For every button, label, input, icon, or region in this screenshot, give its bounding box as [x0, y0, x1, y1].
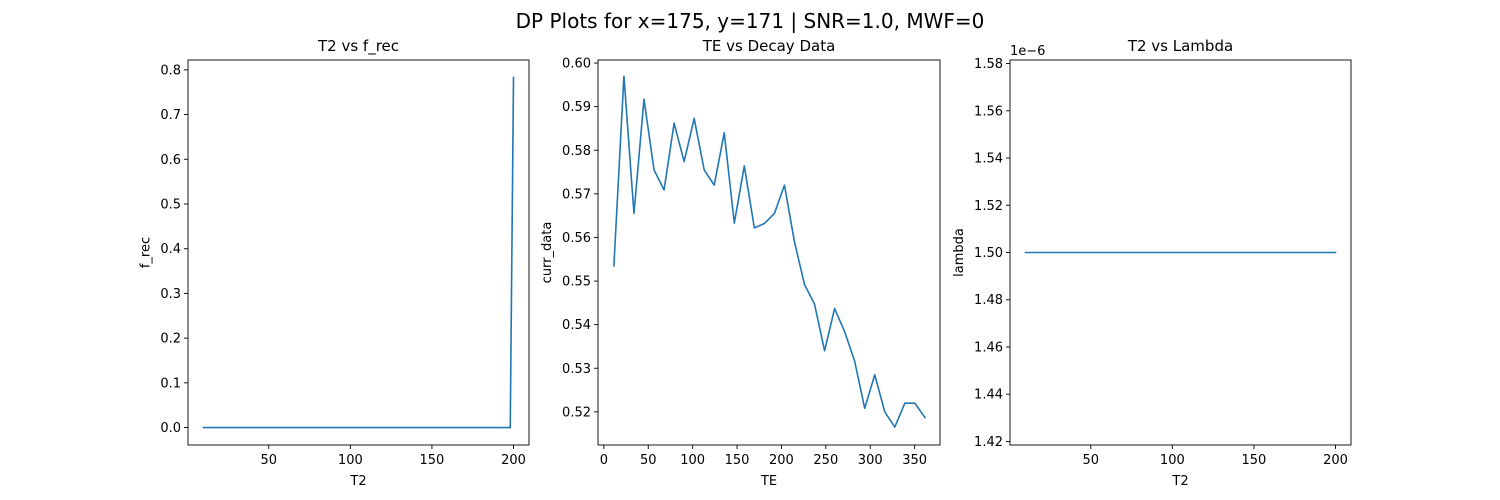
- subplot-title: TE vs Decay Data: [702, 37, 836, 55]
- y-tick-label-0-54: 0.54: [562, 318, 591, 333]
- subplot-te-vs-decay-data: 0 50 100 150 200 250 300 350 0.52 0.53 0.54 0.55 0.5…: [540, 37, 941, 489]
- y-tick-label-1-56: 1.56: [974, 104, 1003, 119]
- x-tick-label-0: 0: [600, 453, 608, 468]
- y-tick-label-1-52: 1.52: [974, 199, 1003, 214]
- y-tick-label-0-4: 0.4: [160, 242, 181, 257]
- x-tick-label-200: 200: [501, 453, 526, 468]
- y-tick-label-1-42: 1.42: [974, 435, 1003, 450]
- y-tick-label-0-53: 0.53: [562, 362, 591, 377]
- y-axis-offset-text: 1e−6: [1010, 44, 1045, 59]
- x-tick-label-150: 150: [1242, 453, 1267, 468]
- series-line-0: [613, 75, 927, 428]
- y-tick-label-0-7: 0.7: [160, 108, 181, 123]
- y-axis-label: f_rec: [138, 237, 153, 268]
- x-tick-label-50: 50: [640, 453, 657, 468]
- y-tick-label-1-5: 1.50: [974, 246, 1003, 261]
- y-tick-label-0-6: 0.60: [562, 57, 591, 72]
- x-tick-label-250: 250: [813, 453, 838, 468]
- x-tick-label-300: 300: [858, 453, 883, 468]
- x-tick-label-50: 50: [1082, 453, 1099, 468]
- x-tick-label-200: 200: [769, 453, 794, 468]
- y-axis-label: curr_data: [540, 222, 555, 284]
- axes-frame: [597, 59, 941, 446]
- x-axis-label: T2: [1171, 474, 1188, 489]
- x-tick-label-150: 150: [725, 453, 750, 468]
- y-tick-label-0-57: 0.57: [562, 187, 591, 202]
- y-tick-label-0-58: 0.58: [562, 144, 591, 159]
- x-axis-label: T2: [349, 474, 366, 489]
- axes-frame: [187, 59, 530, 446]
- y-tick-label-0-2: 0.2: [160, 332, 181, 347]
- x-tick-label-100: 100: [1160, 453, 1185, 468]
- x-tick-label-200: 200: [1323, 453, 1348, 468]
- y-tick-label-0-56: 0.56: [562, 231, 591, 246]
- subplot-title: T2 vs Lambda: [1127, 37, 1233, 55]
- y-tick-label-1-54: 1.54: [974, 152, 1003, 167]
- y-tick-label-0-8: 0.8: [160, 63, 181, 78]
- y-axis-label: lambda: [952, 228, 967, 277]
- y-tick-label-0-55: 0.55: [562, 275, 591, 290]
- subplot-t2-vs-frec: 50 100 150 200 0.0 0.1 0.2 0.3 0.4 0.5 0.6 0.7 0.8 T2…: [138, 37, 530, 489]
- subplot-title: T2 vs f_rec: [317, 37, 399, 56]
- figure-suptitle: DP Plots for x=175, y=171 | SNR=1.0, MWF…: [516, 9, 985, 33]
- y-tick-label-1-58: 1.58: [974, 57, 1003, 72]
- y-tick-label-1-44: 1.44: [974, 388, 1003, 403]
- y-tick-label-1-48: 1.48: [974, 293, 1003, 308]
- subplot-t2-vs-lambda: 50 100 150 200 1.42 1.44 1.46 1.48 1.50 1.52 1.54 1…: [952, 37, 1352, 489]
- y-tick-label-0-5: 0.5: [160, 197, 181, 212]
- y-tick-label-0-52: 0.52: [562, 405, 591, 420]
- series-line-0: [202, 76, 515, 429]
- y-tick-label-0-1: 0.1: [160, 376, 181, 391]
- y-tick-label-0-3: 0.3: [160, 287, 181, 302]
- y-tick-label-0-59: 0.59: [562, 100, 591, 115]
- x-tick-label-100: 100: [680, 453, 705, 468]
- y-tick-label-0: 0.0: [160, 421, 181, 436]
- x-tick-label-100: 100: [338, 453, 363, 468]
- x-axis-label: TE: [760, 474, 777, 489]
- x-tick-label-50: 50: [260, 453, 277, 468]
- x-tick-label-350: 350: [902, 453, 927, 468]
- y-tick-label-1-46: 1.46: [974, 340, 1003, 355]
- y-tick-label-0-6: 0.6: [160, 153, 181, 168]
- x-tick-label-150: 150: [420, 453, 445, 468]
